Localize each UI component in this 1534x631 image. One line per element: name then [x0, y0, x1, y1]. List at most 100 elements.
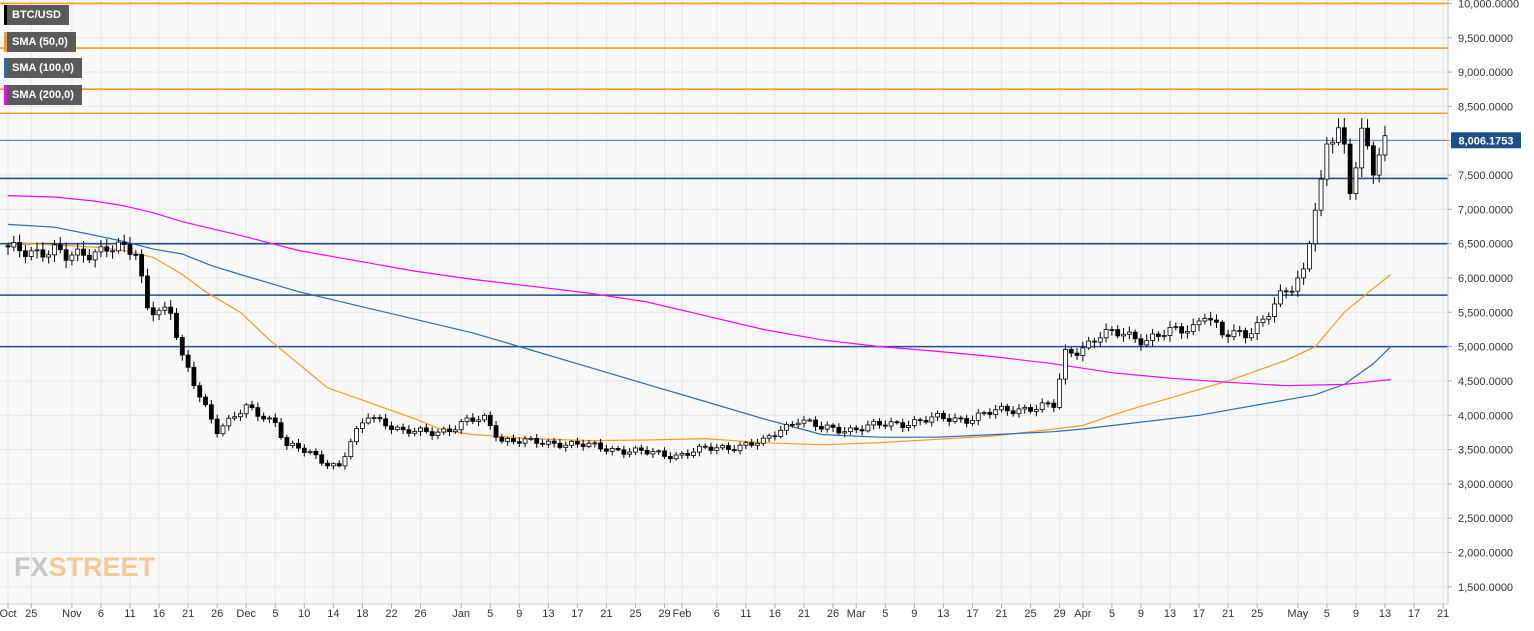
candle-body	[1283, 290, 1289, 293]
candle	[1121, 327, 1126, 342]
candle-body	[981, 411, 987, 414]
candle	[1260, 315, 1266, 327]
candle-body	[40, 249, 46, 258]
legend-label: BTC/USD	[7, 5, 69, 25]
candle-body	[365, 417, 371, 424]
candle-body	[1080, 347, 1086, 356]
candle	[952, 413, 958, 424]
candle-body	[139, 254, 145, 277]
candle	[679, 451, 685, 459]
candle	[1307, 240, 1312, 272]
candle	[749, 438, 755, 448]
candle-body	[830, 424, 836, 428]
candle-body	[214, 418, 220, 435]
candle	[336, 460, 342, 468]
plot-background	[0, 0, 1448, 604]
candle-body	[1097, 337, 1103, 343]
price-tag-label: 8,006.1753	[1458, 135, 1513, 147]
candle	[458, 418, 464, 435]
x-tick-label: 21	[1437, 608, 1449, 620]
x-tick-label: 21	[798, 608, 810, 620]
candle-body	[551, 440, 557, 444]
candle-body	[557, 442, 563, 448]
candle	[226, 414, 232, 431]
candle-body	[1370, 145, 1376, 176]
candle	[1370, 141, 1376, 184]
candle	[778, 425, 784, 439]
candle-body	[1289, 290, 1295, 293]
candle-body	[1301, 268, 1307, 279]
candle	[662, 447, 667, 460]
candle	[633, 445, 638, 456]
candle-body	[638, 447, 644, 451]
legend-item-sma-50[interactable]: SMA (50,0)	[4, 31, 82, 52]
y-tick-label: 2,500.0000	[1458, 513, 1513, 525]
candle-body	[667, 456, 673, 460]
x-tick-label: 17	[1193, 608, 1205, 620]
x-tick-label: 26	[414, 608, 426, 620]
candle	[853, 425, 859, 434]
candle	[313, 448, 319, 459]
candle-body	[1382, 135, 1388, 156]
candle-body	[958, 417, 964, 420]
candle-body	[522, 438, 528, 444]
candle	[296, 439, 301, 452]
candle	[261, 412, 267, 422]
candle-body	[1126, 331, 1132, 335]
candle-body	[1202, 318, 1208, 322]
candle-body	[5, 245, 11, 248]
candle-body	[819, 426, 824, 430]
candle-body	[476, 419, 482, 422]
candle	[528, 435, 534, 441]
legend-item-btcusd[interactable]: BTC/USD	[4, 5, 82, 25]
candle	[145, 268, 150, 311]
candle	[307, 449, 313, 455]
candle-body	[150, 307, 156, 316]
x-tick-label: 9	[1353, 608, 1359, 620]
candle	[1144, 334, 1150, 348]
x-tick-label: 18	[356, 608, 368, 620]
candle-body	[284, 437, 290, 447]
x-tick-label: 17	[966, 608, 978, 620]
x-tick-label: 13	[542, 608, 554, 620]
candle-body	[1022, 407, 1028, 410]
candle-body	[882, 424, 888, 427]
candle	[627, 448, 633, 458]
candle	[272, 413, 278, 427]
legend-item-sma-100[interactable]: SMA (100,0)	[4, 58, 82, 78]
candle	[1045, 400, 1051, 408]
candle-body	[1225, 334, 1231, 338]
x-tick-label: Jan	[452, 608, 470, 620]
candle	[772, 431, 778, 441]
candle	[1033, 404, 1039, 417]
candle-body	[1028, 407, 1033, 412]
x-tick-label: Dec	[236, 608, 256, 620]
candle	[981, 410, 987, 416]
candle	[360, 418, 365, 433]
candle-body	[784, 423, 789, 431]
candle-body	[1277, 290, 1283, 305]
candle-body	[389, 425, 394, 430]
candle	[208, 399, 214, 424]
candle	[644, 446, 650, 456]
candle-body	[731, 449, 737, 452]
candle	[1161, 329, 1167, 341]
candle-body	[57, 244, 63, 251]
x-tick-label: 11	[740, 608, 751, 620]
x-tick-label: 25	[629, 608, 641, 620]
sma-line	[7, 223, 1392, 438]
candle-body	[1173, 326, 1179, 329]
candle-body	[1045, 402, 1051, 405]
candle-body	[272, 417, 278, 424]
candle	[615, 445, 621, 452]
candle	[609, 445, 615, 456]
y-tick-label: 9,000.0000	[1458, 67, 1513, 79]
candle	[592, 440, 598, 448]
candle-body	[1341, 127, 1347, 145]
candle-body	[81, 248, 86, 256]
candle	[598, 438, 604, 452]
candle-body	[795, 422, 801, 426]
candle	[487, 411, 493, 430]
legend-item-sma-200[interactable]: SMA (200,0)	[4, 84, 82, 105]
